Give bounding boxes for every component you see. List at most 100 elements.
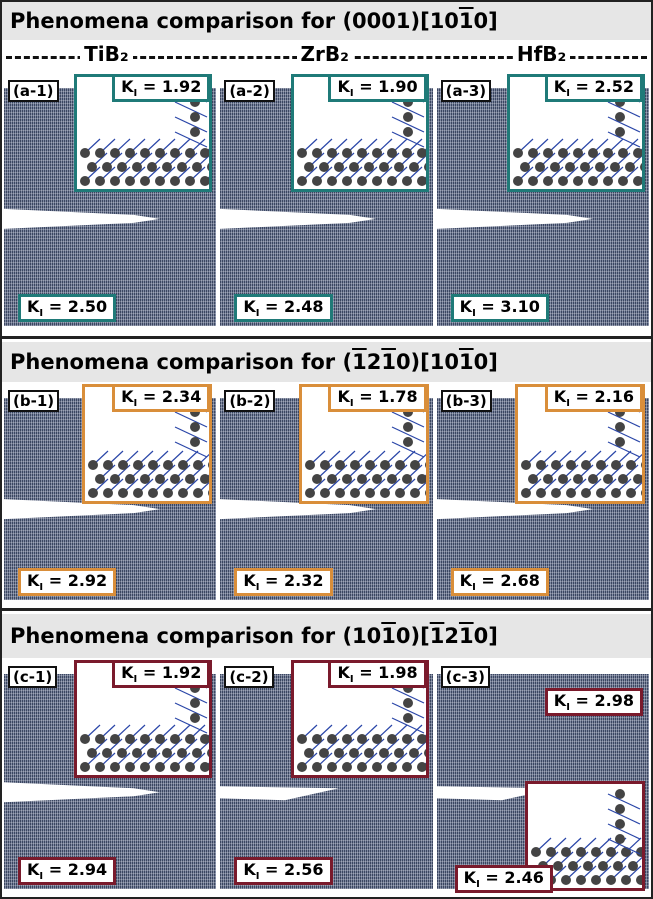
- k-equals: =: [576, 387, 589, 406]
- divider: [2, 608, 651, 611]
- k-label: KI = 2.92: [18, 568, 116, 596]
- material-label: TiB₂: [80, 42, 133, 66]
- k-label: KI = 2.46: [455, 865, 553, 893]
- k-label: KI = 2.56: [234, 857, 332, 885]
- k-value: 2.48: [284, 297, 323, 316]
- panel-label: (b-2): [224, 390, 275, 412]
- k-value: 1.92: [162, 663, 201, 682]
- k-symbol: K: [27, 860, 39, 879]
- k-value: 3.10: [500, 297, 539, 316]
- panel-label: (c-3): [441, 666, 490, 688]
- k-label: KI = 3.10: [451, 294, 549, 322]
- k-symbol: K: [337, 387, 349, 406]
- title-part: 2: [444, 624, 459, 648]
- k-label: KI = 2.68: [451, 568, 549, 596]
- k-symbol: K: [337, 663, 349, 682]
- k-equals: =: [49, 860, 62, 879]
- k-label: KI = 1.98: [328, 660, 426, 688]
- panel: (a-2) KI = 1.90 KI = 2.48: [220, 74, 432, 332]
- k-equals: =: [265, 297, 278, 316]
- k-label: KI = 2.34: [112, 384, 210, 412]
- panel-label: (a-2): [224, 80, 275, 102]
- k-value: 1.92: [162, 77, 201, 96]
- panel: (b-3) KI = 2.16 KI = 2.68: [437, 384, 649, 606]
- title-part: 1: [352, 350, 367, 374]
- k-symbol: K: [121, 387, 133, 406]
- title-part: 1: [459, 9, 474, 33]
- panel-label: (c-1): [8, 666, 57, 688]
- k-value: 2.94: [68, 860, 107, 879]
- k-value: 2.98: [595, 691, 634, 710]
- title-part: 0]: [474, 9, 498, 33]
- panel: (b-1) KI = 2.34 KI = 2.92: [4, 384, 216, 606]
- k-symbol: K: [554, 77, 566, 96]
- k-value: 2.52: [595, 77, 634, 96]
- title-part: Phenomena comparison for (0001)[10: [10, 9, 459, 33]
- figure: TiB₂ZrB₂HfB₂Phenomena comparison for (00…: [0, 0, 653, 899]
- k-symbol: K: [121, 663, 133, 682]
- k-label: KI = 2.32: [234, 568, 332, 596]
- k-label: KI = 1.90: [328, 74, 426, 102]
- k-label: KI = 1.92: [112, 660, 210, 688]
- divider: [2, 336, 651, 339]
- k-equals: =: [265, 571, 278, 590]
- k-value: 2.16: [595, 387, 634, 406]
- k-equals: =: [143, 663, 156, 682]
- title-part: 0]: [474, 624, 498, 648]
- k-value: 2.46: [504, 868, 543, 887]
- k-value: 1.90: [378, 77, 417, 96]
- k-label: KI = 2.16: [545, 384, 643, 412]
- k-value: 2.68: [500, 571, 539, 590]
- k-equals: =: [359, 387, 372, 406]
- title-part: 2: [367, 350, 382, 374]
- k-label: KI = 1.92: [112, 74, 210, 102]
- k-symbol: K: [27, 571, 39, 590]
- title-part: Phenomena comparison for (10: [10, 624, 381, 648]
- k-symbol: K: [27, 297, 39, 316]
- k-symbol: K: [243, 860, 255, 879]
- k-value: 2.50: [68, 297, 107, 316]
- panel-label: (b-3): [441, 390, 492, 412]
- k-equals: =: [49, 571, 62, 590]
- title-part: 0]: [474, 350, 498, 374]
- k-value: 2.32: [284, 571, 323, 590]
- panel: (a-3) KI = 2.52 KI = 3.10: [437, 74, 649, 332]
- k-equals: =: [481, 571, 494, 590]
- title-part: 0)[: [396, 624, 430, 648]
- title-part: 1: [381, 624, 396, 648]
- k-equals: =: [359, 77, 372, 96]
- panel-label: (a-1): [8, 80, 59, 102]
- k-equals: =: [265, 860, 278, 879]
- k-symbol: K: [554, 691, 566, 710]
- panel: (c-2) KI = 1.98 KI = 2.56: [220, 660, 432, 895]
- k-symbol: K: [460, 571, 472, 590]
- title-part: 0)[10: [396, 350, 459, 374]
- title-part: 1: [459, 624, 474, 648]
- k-equals: =: [481, 297, 494, 316]
- k-label: KI = 2.52: [545, 74, 643, 102]
- panel-label: (a-3): [441, 80, 492, 102]
- k-symbol: K: [460, 297, 472, 316]
- k-label: KI = 2.48: [234, 294, 332, 322]
- title-part: 1: [459, 350, 474, 374]
- panel-label: (c-2): [224, 666, 273, 688]
- panel-label: (b-1): [8, 390, 59, 412]
- material-label: ZrB₂: [297, 42, 353, 66]
- k-symbol: K: [464, 868, 476, 887]
- k-equals: =: [485, 868, 498, 887]
- k-value: 1.98: [378, 663, 417, 682]
- title-part: 1: [430, 624, 445, 648]
- k-symbol: K: [243, 571, 255, 590]
- k-symbol: K: [121, 77, 133, 96]
- title-part: 1: [381, 350, 396, 374]
- k-equals: =: [359, 663, 372, 682]
- k-symbol: K: [554, 387, 566, 406]
- k-symbol: K: [243, 297, 255, 316]
- k-equals: =: [576, 691, 589, 710]
